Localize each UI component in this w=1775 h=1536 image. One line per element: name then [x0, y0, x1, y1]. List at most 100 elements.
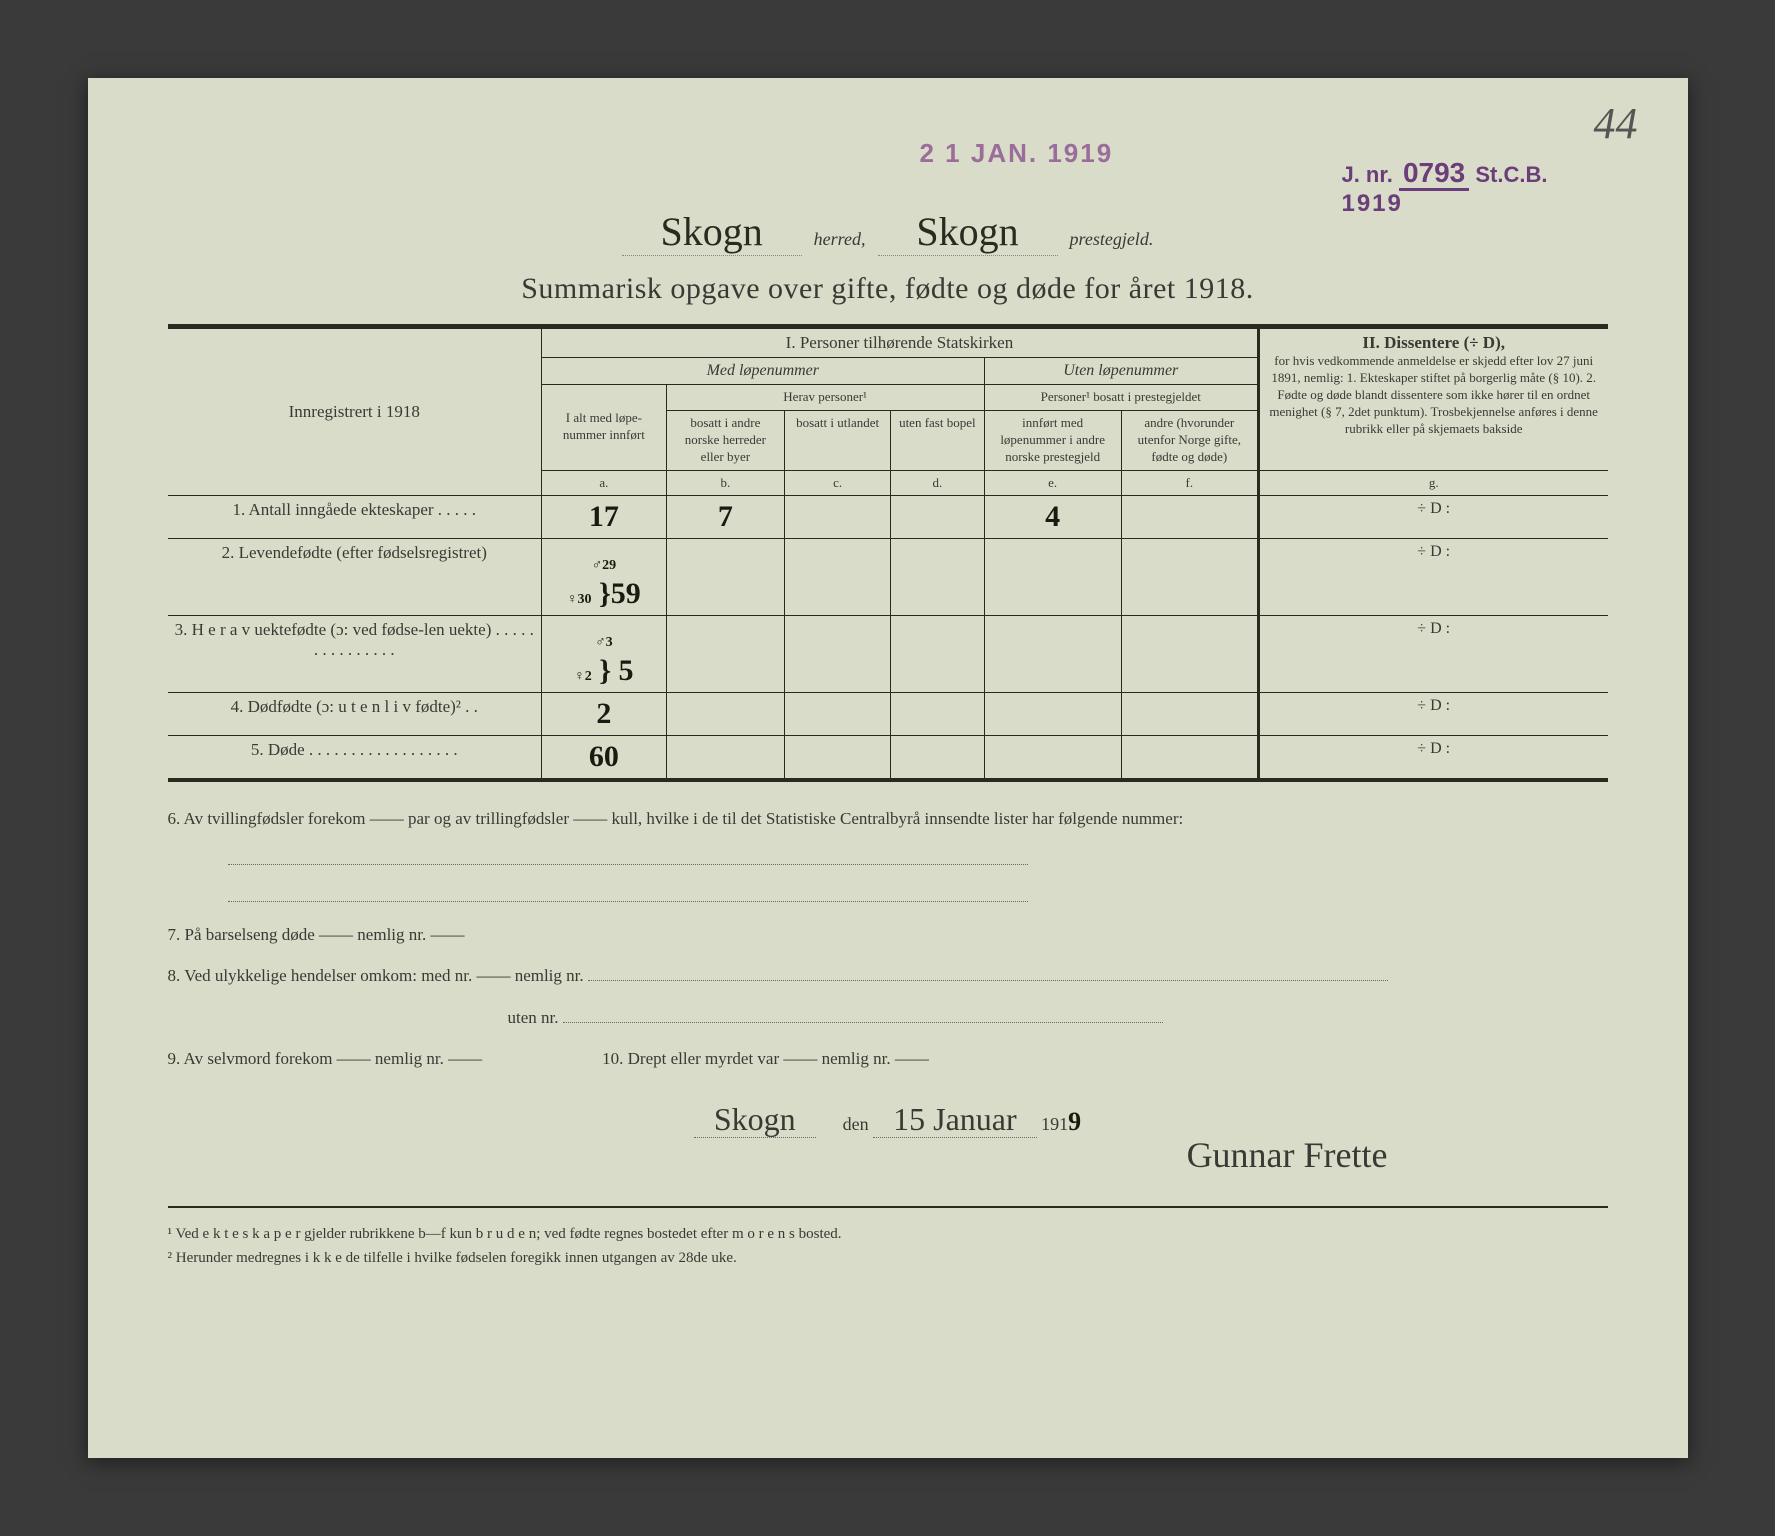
signature-line: Skogn den 15 Januar 1919: [168, 1101, 1608, 1138]
item-9: 9. Av selvmord forekom —— nemlig nr. ——: [168, 1040, 483, 1077]
th-letter-c: c.: [785, 470, 891, 495]
footnotes: ¹ Ved e k t e s k a p e r gjelder rubrik…: [168, 1206, 1608, 1270]
th-col-d: uten fast bopel: [891, 410, 985, 470]
th-herav: Herav personer¹: [666, 385, 984, 411]
cell-a: 17: [542, 495, 667, 538]
main-table-wrap: Innregistrert i 1918 I. Personer tilhøre…: [168, 324, 1608, 782]
prestegjeld-value: Skogn: [878, 208, 1058, 256]
th-letter-b: b.: [666, 470, 784, 495]
cell-e: 4: [984, 495, 1121, 538]
th-section2-title: II. Dissentere (÷ D),: [1266, 333, 1602, 353]
cell-d: [891, 692, 985, 735]
table-row: 1. Antall inngåede ekteskaper . . . . . …: [168, 495, 1608, 538]
jnr-number: 0793: [1399, 157, 1469, 191]
received-date-stamp: 2 1 JAN. 1919: [920, 138, 1114, 169]
cell-f: [1121, 495, 1258, 538]
th-letter-d: d.: [891, 470, 985, 495]
cell-e: [984, 538, 1121, 615]
cell-c: [785, 615, 891, 692]
prestegjeld-label: prestegjeld.: [1070, 229, 1154, 250]
herred-label: herred,: [814, 229, 866, 250]
th-med-lopenummer: Med løpenummer: [542, 358, 985, 385]
cell-e: [984, 692, 1121, 735]
th-letter-a: a.: [542, 470, 667, 495]
cell-c: [785, 735, 891, 778]
sig-year-prefix: 191: [1041, 1114, 1068, 1134]
cell-g: ÷ D :: [1258, 692, 1607, 735]
th-uten-lopenummer: Uten løpenummer: [984, 358, 1258, 385]
cell-a: 2: [542, 692, 667, 735]
table-row: 4. Dødfødte (ɔ: u t e n l i v fødte)² . …: [168, 692, 1608, 735]
cell-d: [891, 615, 985, 692]
table-row: 5. Døde . . . . . . . . . . . . . . . . …: [168, 735, 1608, 778]
th-dissentere-text: for hvis vedkommende anmeldelse er skjed…: [1266, 353, 1602, 437]
sig-year-suffix: 9: [1068, 1107, 1081, 1136]
row-label: 1. Antall inngåede ekteskaper . . . . .: [168, 495, 542, 538]
jnr-prefix: J. nr.: [1341, 162, 1392, 187]
table-row: 3. H e r a v uektefødte (ɔ: ved fødse-le…: [168, 615, 1608, 692]
main-table: Innregistrert i 1918 I. Personer tilhøre…: [168, 328, 1608, 779]
cell-b: [666, 538, 784, 615]
page-number-handwritten: 44: [1594, 98, 1638, 149]
th-letter-g: g.: [1258, 470, 1607, 495]
cell-d: [891, 495, 985, 538]
cell-g: ÷ D :: [1258, 538, 1607, 615]
cell-g: ÷ D :: [1258, 495, 1607, 538]
cell-c: [785, 538, 891, 615]
cell-f: [1121, 692, 1258, 735]
cell-b: [666, 615, 784, 692]
cell-g: ÷ D :: [1258, 615, 1607, 692]
th-col-a: I alt med løpe-nummer innført: [542, 385, 667, 471]
cell-d: [891, 735, 985, 778]
sig-date: 15 Januar: [873, 1101, 1037, 1138]
cell-b: 7: [666, 495, 784, 538]
footnote-2: ² Herunder medregnes i k k e de tilfelle…: [168, 1246, 1608, 1270]
th-section1: I. Personer tilhørende Statskirken: [542, 329, 1259, 358]
row-label: 3. H e r a v uektefødte (ɔ: ved fødse-le…: [168, 615, 542, 692]
lower-section: 6. Av tvillingfødsler forekom —— par og …: [168, 800, 1608, 1082]
cell-c: [785, 692, 891, 735]
cell-a: 60: [542, 735, 667, 778]
th-letter-f: f.: [1121, 470, 1258, 495]
th-col-e: innført med løpenummer i andre norske pr…: [984, 410, 1121, 470]
cell-f: [1121, 538, 1258, 615]
table-row: 2. Levendefødte (efter fødselsregistret)…: [168, 538, 1608, 615]
jnr-year: 1919: [1341, 190, 1547, 219]
document-page: 44 2 1 JAN. 1919 J. nr. 0793 St.C.B. 191…: [88, 78, 1688, 1458]
item-8b: uten nr.: [508, 999, 1608, 1036]
signature-name: Gunnar Frette: [168, 1134, 1388, 1176]
cell-b: [666, 692, 784, 735]
cell-c: [785, 495, 891, 538]
blank-line: [228, 849, 1028, 865]
cell-a: ♂3♀2 } 5: [542, 615, 667, 692]
row-label: 2. Levendefødte (efter fødselsregistret): [168, 538, 542, 615]
cell-a: ♂29♀30 }59: [542, 538, 667, 615]
cell-e: [984, 615, 1121, 692]
th-innregistrert: Innregistrert i 1918: [168, 329, 542, 496]
th-letter-e: e.: [984, 470, 1121, 495]
sig-den: den: [843, 1114, 869, 1134]
footnote-1: ¹ Ved e k t e s k a p e r gjelder rubrik…: [168, 1222, 1608, 1246]
th-personer-bosatt: Personer¹ bosatt i prestegjeldet: [984, 385, 1258, 411]
item-7: 7. På barselseng døde —— nemlig nr. ——: [168, 916, 1608, 953]
row-label: 4. Dødfødte (ɔ: u t e n l i v fødte)² . …: [168, 692, 542, 735]
th-col-f: andre (hvorunder utenfor Norge gifte, fø…: [1121, 410, 1258, 470]
th-section2: II. Dissentere (÷ D), for hvis vedkommen…: [1258, 329, 1607, 471]
cell-g: ÷ D :: [1258, 735, 1607, 778]
blank-line: [228, 886, 1028, 902]
sig-place: Skogn: [694, 1101, 816, 1138]
herred-value: Skogn: [622, 208, 802, 256]
item-10: 10. Drept eller myrdet var —— nemlig nr.…: [602, 1040, 929, 1077]
cell-b: [666, 735, 784, 778]
th-col-b: bosatt i andre norske herreder eller bye…: [666, 410, 784, 470]
cell-f: [1121, 735, 1258, 778]
journal-number-stamp: J. nr. 0793 St.C.B. 1919: [1341, 156, 1547, 218]
item-8a: 8. Ved ulykkelige hendelser omkom: med n…: [168, 957, 1608, 994]
th-col-c: bosatt i utlandet: [785, 410, 891, 470]
cell-f: [1121, 615, 1258, 692]
jnr-suffix: St.C.B.: [1475, 162, 1547, 187]
cell-e: [984, 735, 1121, 778]
cell-d: [891, 538, 985, 615]
item-6: 6. Av tvillingfødsler forekom —— par og …: [168, 800, 1608, 837]
row-label: 5. Døde . . . . . . . . . . . . . . . . …: [168, 735, 542, 778]
